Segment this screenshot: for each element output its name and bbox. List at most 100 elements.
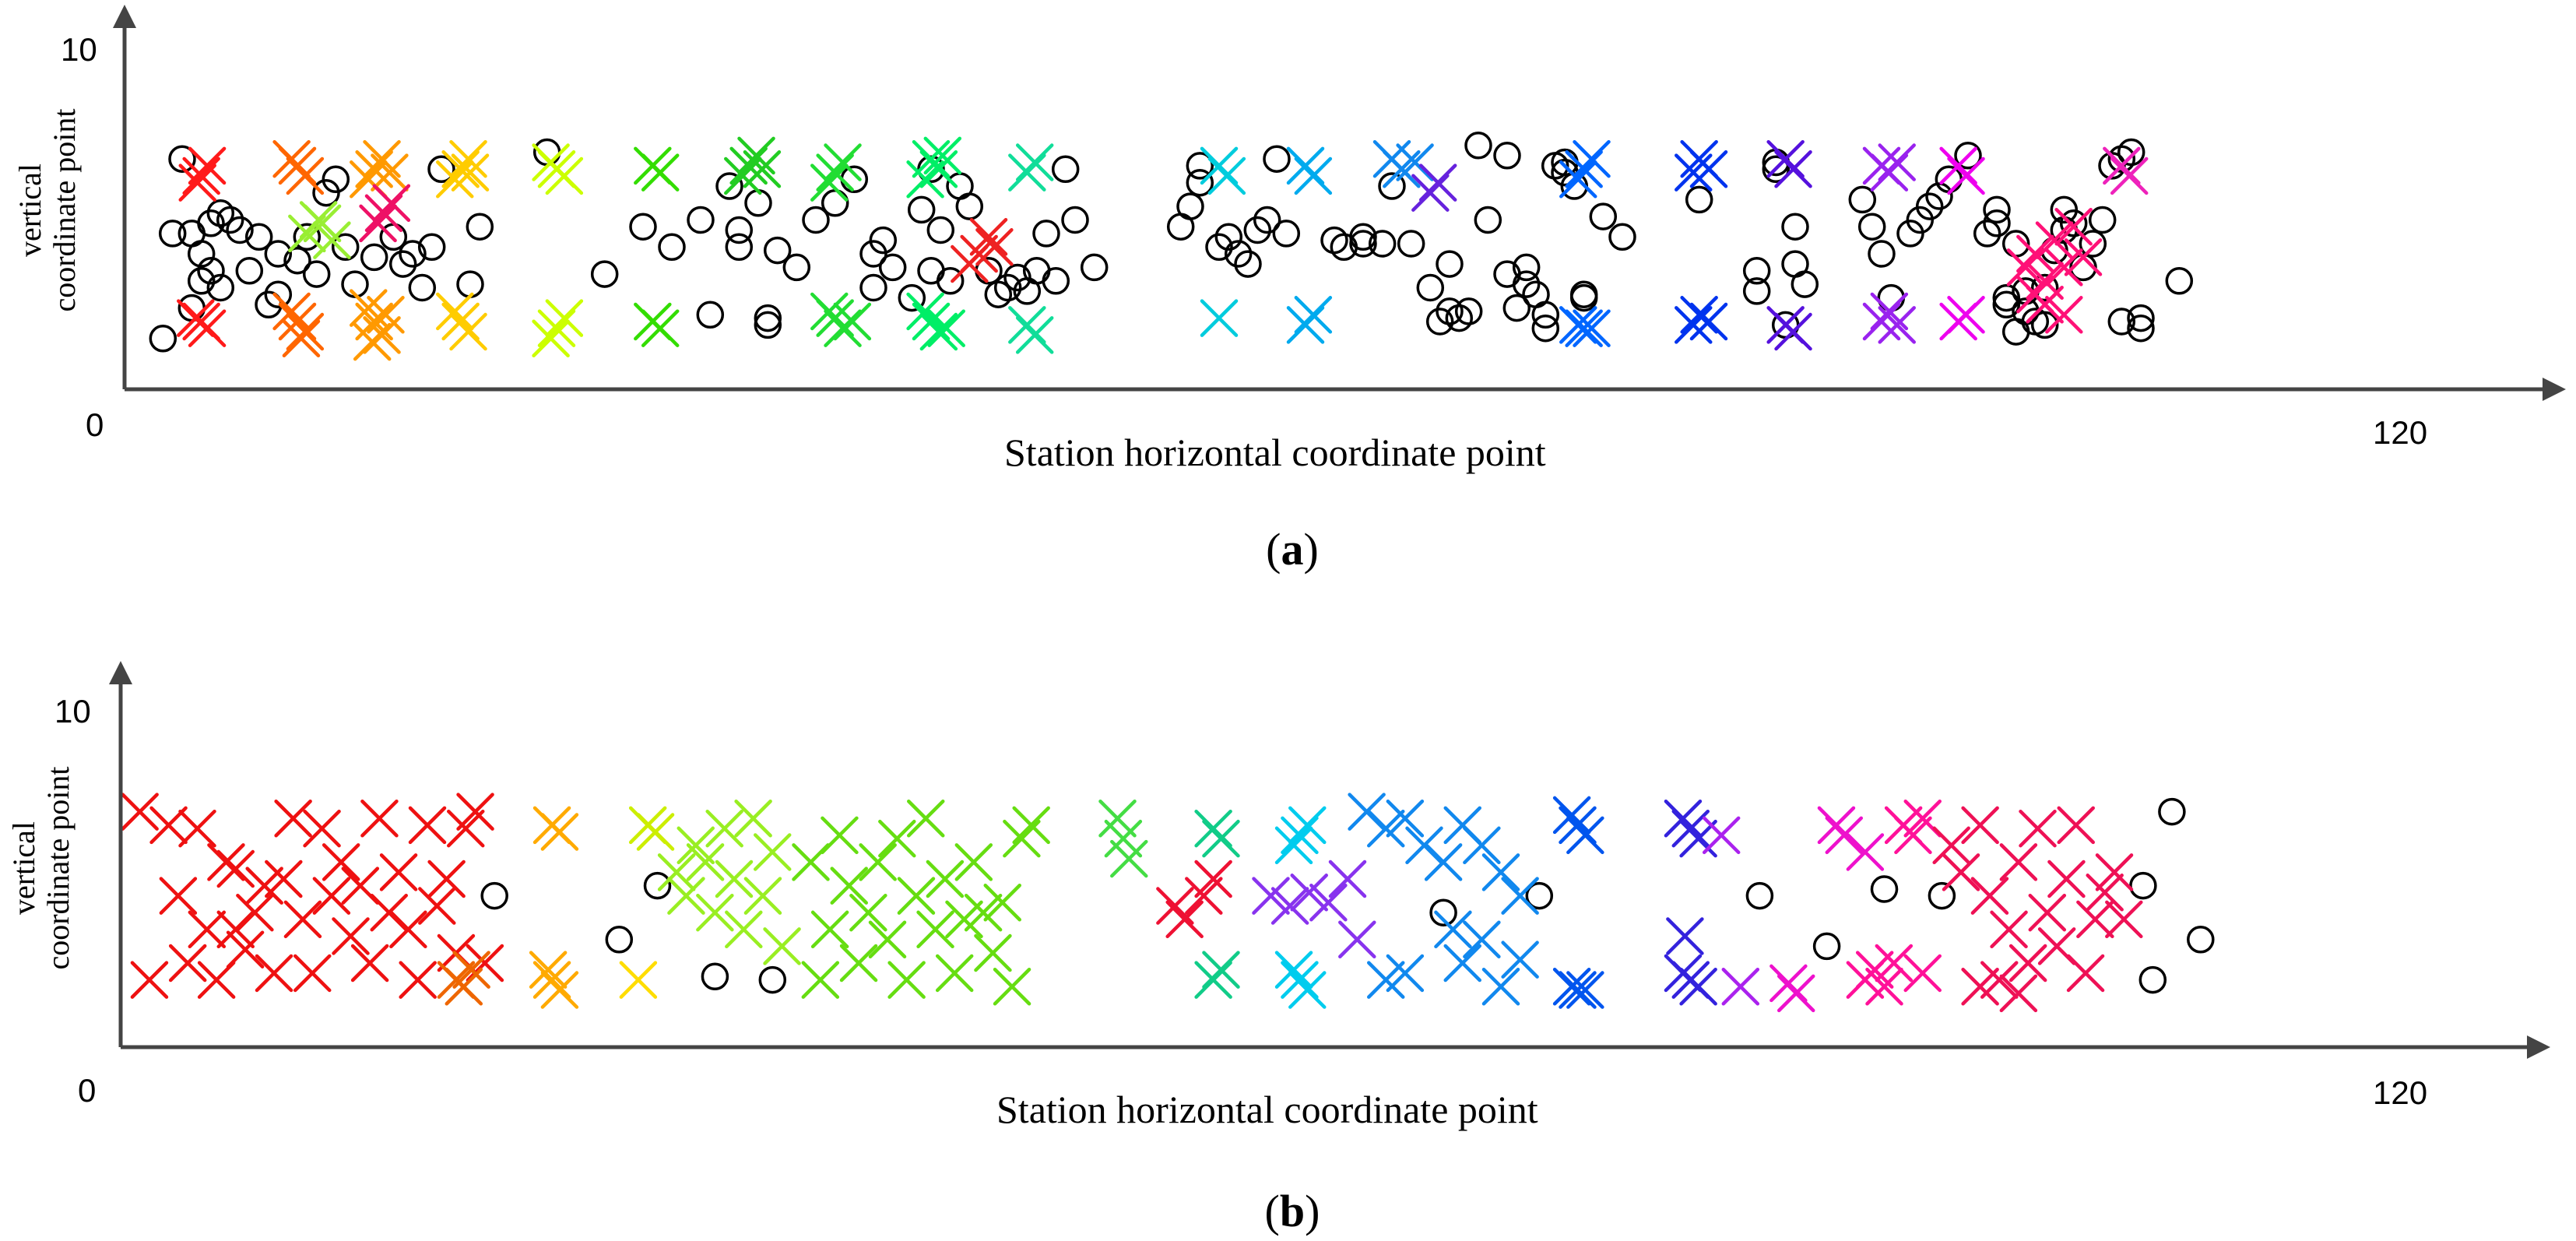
scatter-point-x (927, 309, 965, 347)
scatter-point-x (657, 853, 696, 891)
scatter-point-x (923, 136, 962, 175)
scatter-point-x (441, 150, 480, 188)
scatter-point-x (1309, 883, 1348, 922)
y-axis-label-b-line1: vertical (6, 821, 41, 915)
scatter-point-circle (754, 304, 782, 332)
scatter-point-circle (360, 243, 388, 272)
scatter-point-x (1932, 826, 1970, 865)
scatter-point-circle (1474, 206, 1502, 234)
scatter-point-circle (399, 240, 427, 268)
scatter-point-x (293, 954, 332, 993)
scatter-point-circle (2030, 273, 2059, 302)
scatter-point-x (1386, 954, 1425, 993)
scatter-point-circle (2158, 797, 2186, 826)
scatter-point-circle (1042, 267, 1070, 295)
scatter-point-x (265, 860, 303, 898)
panel-a-chart: 10 0 120 Station horizontal coordinate p… (12, 5, 2566, 575)
scatter-point-circle (1368, 230, 1397, 258)
y-axis-label-b-line2: coordinate point (40, 766, 76, 969)
scatter-point-x (1947, 156, 1985, 195)
scatter-point-x (1338, 920, 1376, 959)
scatter-point-x (824, 143, 862, 181)
scatter-point-x (1961, 967, 1999, 1006)
scatter-point-x (313, 221, 351, 259)
scatter-point-circle (754, 311, 782, 339)
scatter-point-circle (2050, 195, 2079, 224)
scatter-point-x (272, 292, 311, 331)
scatter-point-x (353, 322, 392, 361)
scatter-point-x (1903, 954, 1942, 993)
scatter-point-x (188, 910, 227, 949)
scatter-point-x (906, 292, 944, 331)
scatter-point-x (954, 843, 993, 881)
panel-b-chart: 10 0 120 Station horizontal coordinate p… (6, 661, 2550, 1236)
scatter-point-x (1942, 853, 1980, 891)
scatter-point-circle (763, 236, 792, 265)
scatter-point-x (801, 961, 840, 999)
scatter-point-x (367, 296, 405, 334)
scatter-point-x (1878, 143, 1916, 181)
scatter-point-x (1463, 826, 1501, 865)
scatter-point-circle (2088, 206, 2117, 234)
scatter-point-circle (1224, 240, 1253, 268)
scatter-point-x (1566, 816, 1604, 855)
scatter-point-x (641, 309, 680, 347)
scatter-point-x (763, 927, 801, 965)
scatter-point-circle (331, 233, 360, 262)
scatter-point-x (1774, 150, 1812, 188)
scatter-point-x (303, 809, 341, 848)
scatter-point-circle (2138, 965, 2167, 994)
scatter-point-x (1999, 974, 2038, 1013)
scatter-point-x (1463, 920, 1501, 959)
scatter-point-circle (605, 926, 634, 954)
scatter-point-circle (1745, 881, 1774, 910)
scatter-point-x (1386, 799, 1425, 838)
panel-label-b: (b) (1265, 1186, 1320, 1236)
scatter-point-x (545, 299, 584, 337)
scatter-point-x (1200, 299, 1239, 337)
scatter-point-x (389, 910, 427, 949)
scatter-point-x (1565, 150, 1603, 188)
scatter-point-circle (1454, 297, 1483, 325)
scatter-point-x (1961, 806, 1999, 845)
scatter-point-circle (1214, 223, 1243, 251)
scatter-point-circle (1429, 898, 1457, 926)
scatter-point-x (2057, 806, 2095, 845)
scatter-point-circle (878, 253, 907, 282)
scatter-point-circle (1762, 155, 1791, 184)
scatter-point-x (1666, 917, 1704, 955)
scatter-point-circle (2059, 209, 2088, 237)
scatter-point-x (1424, 843, 1463, 881)
scatter-point-circle (1512, 270, 1541, 298)
scatter-point-circle (1349, 223, 1377, 251)
scatter-point-circle (1742, 257, 1771, 285)
scatter-point-x (355, 150, 393, 188)
scatter-point-circle (226, 216, 254, 244)
scatter-point-circle (302, 260, 331, 288)
y-max-label-a: 10 (61, 31, 97, 68)
scatter-point-x (945, 900, 983, 939)
scatter-point-x (983, 883, 1021, 922)
x-axis-label-a: Station horizontal coordinate point (1004, 431, 1546, 474)
scatter-point-x (686, 843, 725, 881)
scatter-point-x (833, 302, 872, 341)
scatter-point-x (1288, 806, 1327, 845)
scatter-point-circle (2079, 230, 2107, 258)
scatter-point-circle (1464, 132, 1492, 160)
scatter-point-x (1501, 877, 1539, 915)
scatter-point-x (1501, 940, 1539, 979)
scatter-point-x (677, 826, 715, 865)
scatter-point-circle (1781, 213, 1809, 241)
scatter-point-circle (206, 273, 235, 302)
scatter-point-circle (1061, 206, 1089, 234)
scatter-point-circle (1512, 253, 1541, 282)
y-axis-label-a-line1: vertical (12, 163, 47, 257)
scatter-point-x (878, 819, 916, 858)
scatter-point-circle (629, 213, 657, 241)
scatter-point-x (1573, 309, 1611, 347)
x-axis-label-b: Station horizontal coordinate point (996, 1088, 1538, 1131)
scatter-point-x (897, 877, 936, 915)
scatter-point-x (121, 793, 159, 831)
scatter-point-circle (1685, 185, 1713, 214)
scatter-point-x (283, 900, 322, 939)
